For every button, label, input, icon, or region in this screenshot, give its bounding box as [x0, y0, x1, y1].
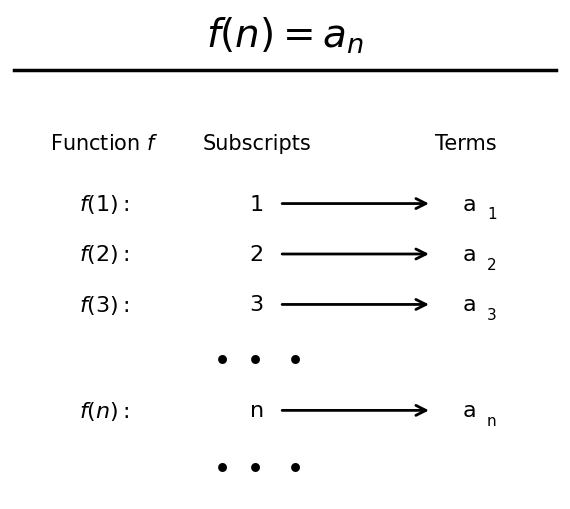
- Text: 3: 3: [487, 307, 497, 322]
- Text: Function $f$: Function $f$: [50, 134, 158, 154]
- Text: $f(2):$: $f(2):$: [79, 243, 129, 266]
- Text: 2: 2: [487, 257, 496, 272]
- Text: a: a: [463, 401, 477, 420]
- Text: a: a: [463, 244, 477, 265]
- Text: $\bullet\hspace{0.3}\bullet\hspace{0.3}\bullet$: $\bullet\hspace{0.3}\bullet\hspace{0.3}\…: [212, 343, 302, 372]
- Text: n: n: [487, 413, 496, 428]
- Text: Subscripts: Subscripts: [202, 134, 311, 154]
- Text: 1: 1: [250, 194, 264, 214]
- Text: $f(1):$: $f(1):$: [79, 193, 129, 216]
- Text: $f(n) = a_n$: $f(n) = a_n$: [206, 15, 364, 55]
- Text: $f(3):$: $f(3):$: [79, 293, 129, 316]
- Text: Terms: Terms: [435, 134, 496, 154]
- Text: $\bullet\hspace{0.3}\bullet\hspace{0.3}\bullet$: $\bullet\hspace{0.3}\bullet\hspace{0.3}\…: [212, 451, 302, 480]
- Text: 3: 3: [250, 295, 264, 315]
- Text: a: a: [463, 194, 477, 214]
- Text: a: a: [463, 295, 477, 315]
- Text: $f(n):$: $f(n):$: [79, 399, 129, 422]
- Text: n: n: [250, 401, 264, 420]
- Text: 1: 1: [487, 207, 496, 222]
- Text: 2: 2: [250, 244, 264, 265]
